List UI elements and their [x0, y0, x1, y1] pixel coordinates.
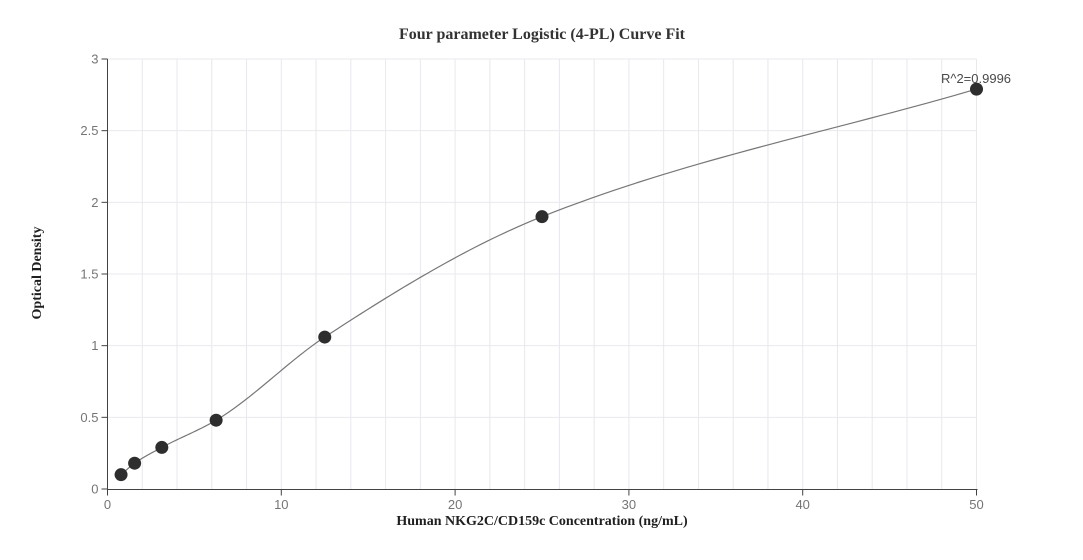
x-tick-label: 50	[969, 497, 983, 512]
x-tick-label: 0	[104, 497, 111, 512]
y-tick-label: 1	[91, 338, 98, 353]
y-tick-label: 0.5	[80, 410, 98, 425]
data-point	[114, 468, 128, 482]
r-squared-annotation: R^2=0.9996	[940, 71, 1012, 86]
x-tick-label: 10	[274, 497, 288, 512]
x-tick-label: 40	[795, 497, 809, 512]
data-point	[970, 82, 983, 96]
chart-title: Four parameter Logistic (4-PL) Curve Fit	[398, 26, 685, 43]
y-tick-label: 0	[91, 482, 98, 497]
y-tick-label: 2.5	[80, 123, 98, 138]
x-tick-label: 20	[448, 497, 462, 512]
y-tick-label: 1.5	[80, 267, 98, 282]
data-point	[535, 210, 549, 224]
data-point	[128, 456, 142, 470]
x-axis-label: Human NKG2C/CD159c Concentration (ng/mL)	[396, 514, 688, 529]
data-point	[318, 330, 332, 344]
x-tick-label: 30	[622, 497, 636, 512]
data-point	[155, 440, 169, 454]
data-point	[209, 413, 223, 427]
y-tick-label: 3	[91, 52, 98, 67]
y-tick-label: 2	[91, 195, 98, 210]
